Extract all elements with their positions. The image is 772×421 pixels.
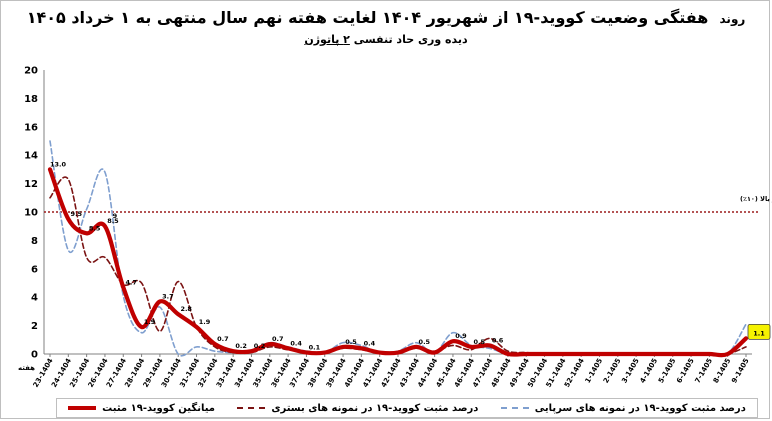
y-tick-label: 2 — [31, 321, 38, 332]
legend-outpatient-label: درصد مثبت کووید-۱۹ در نمونه های سرپایی — [534, 402, 746, 414]
last-value-box — [747, 323, 771, 340]
data-label: 8.5 — [107, 217, 119, 225]
subtitle-text: دیده وری حاد تنفسی — [353, 33, 468, 46]
legend-avg-swatch — [68, 406, 97, 410]
y-axis: 0 2 4 6 8 10 12 14 16 18 20 — [24, 66, 45, 361]
threshold-label: آستانه هشدار بالا (۱۰٪) — [740, 194, 772, 203]
data-label: 0.9 — [455, 332, 467, 340]
y-tick-label: 6 — [31, 264, 38, 275]
data-label: 0.7 — [272, 335, 284, 343]
data-label: 0.4 — [364, 339, 376, 347]
title-prefix: روند — [719, 12, 746, 26]
y-tick-label: 0 — [31, 350, 38, 361]
y-tick-label: 14 — [24, 151, 38, 162]
data-label: 0.6 — [492, 336, 504, 344]
legend-outpatient-swatch — [500, 407, 529, 409]
y-tick-label: 16 — [24, 122, 38, 133]
series-line-avg — [47, 167, 749, 358]
data-label: 0.4 — [290, 339, 302, 347]
x-axis-caption: هفته — [18, 364, 35, 372]
threshold-group: آستانه هشدار بالا (۱۰٪) — [44, 194, 772, 213]
data-label: 4.7 — [126, 278, 138, 286]
data-label: 0.2 — [235, 342, 247, 350]
data-label: 0.2 — [254, 342, 266, 350]
y-tick-label: 12 — [24, 179, 38, 190]
x-axis: 23-140424-140425-140426-140427-140428-14… — [18, 353, 752, 389]
series-line-inpatient — [49, 176, 747, 356]
series-group — [47, 140, 749, 358]
data-label: 0.5 — [419, 338, 431, 346]
subtitle-underlined: ۲ پاتوژن — [304, 33, 350, 46]
data-label: 3.7 — [162, 292, 174, 300]
x-tick-label: 9-1405 — [730, 357, 751, 385]
chart-title: روند هفتگی وضعیت کووید-۱۹ از شهریور ۱۴۰۴… — [10, 8, 762, 27]
data-labels: 13.09.58.58.594.71.93.72.81.90.70.2 0.20.… — [50, 160, 771, 352]
legend-avg-label: میانگین کووید-۱۹ مثبت — [102, 402, 215, 414]
legend-inpatient-label: درصد مثبت کووید-۱۹ در نمونه های بستری — [271, 402, 479, 414]
legend: میانگین کووید-۱۹ مثبت درصد مثبت کووید-۱۹… — [56, 398, 758, 418]
data-label: 8.5 — [89, 224, 101, 232]
data-label: 0.5 — [474, 338, 486, 346]
title-main: هفتگی وضعیت کووید-۱۹ از شهریور ۱۴۰۴ لغای… — [26, 8, 709, 27]
last-value-label: 1.1 — [753, 329, 765, 337]
data-label: 1.9 — [199, 318, 211, 326]
y-tick-label: 10 — [24, 208, 38, 219]
y-tick-label: 8 — [31, 236, 38, 247]
y-tick-label: 20 — [24, 66, 38, 77]
legend-item-inpatient: درصد مثبت کووید-۱۹ در نمونه های بستری — [237, 403, 478, 414]
data-label: 1.9 — [144, 318, 156, 326]
data-label: 0.1 — [309, 344, 321, 352]
legend-inpatient-swatch — [237, 407, 266, 409]
legend-item-avg: میانگین کووید-۱۹ مثبت — [68, 403, 215, 414]
y-tick-label: 18 — [24, 94, 38, 105]
data-label: 2.8 — [180, 305, 192, 313]
legend-item-outpatient: درصد مثبت کووید-۱۹ در نمونه های سرپایی — [500, 402, 746, 414]
data-label: 0.5 — [345, 338, 357, 346]
y-tick-label: 4 — [31, 293, 38, 304]
data-label: 9.5 — [71, 210, 83, 218]
data-label: 0.7 — [217, 335, 229, 343]
data-label: 13.0 — [50, 160, 67, 168]
data-label: 9 — [113, 212, 118, 220]
chart-subtitle: دیده وری حاد تنفسی ۲ پاتوژن — [10, 33, 762, 46]
